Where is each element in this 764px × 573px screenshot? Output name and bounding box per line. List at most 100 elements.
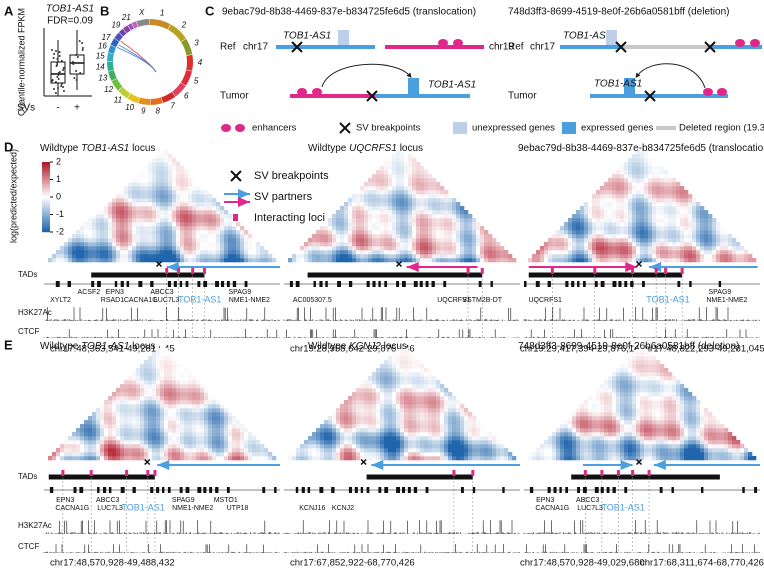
heat-cell <box>456 258 461 263</box>
heat-cell <box>308 448 313 453</box>
heat-cell <box>640 428 645 433</box>
heat-cell <box>196 206 201 211</box>
dot <box>57 74 60 76</box>
heat-cell <box>340 222 345 227</box>
heat-cell <box>600 218 605 223</box>
heat-cell <box>164 154 169 159</box>
heat-cell <box>556 428 561 433</box>
heat-cell <box>196 222 201 227</box>
heat-cell <box>512 456 517 461</box>
heat-cell <box>320 254 325 259</box>
title-part: Wildtype <box>40 341 81 352</box>
heat-cell <box>132 388 137 393</box>
heat-cell <box>324 448 329 453</box>
heat-cell <box>340 210 345 215</box>
heat-cell <box>412 444 417 449</box>
heat-cell <box>324 258 329 263</box>
heat-cell <box>328 420 333 425</box>
heat-cell <box>148 376 153 381</box>
heat-cell <box>352 202 357 207</box>
heat-cell <box>400 154 405 159</box>
heat-cell <box>316 246 321 251</box>
heat-cell <box>136 448 141 453</box>
heat-cell <box>108 432 113 437</box>
heat-cell <box>424 372 429 377</box>
heat-cell <box>128 452 133 457</box>
heat-cell <box>688 440 693 445</box>
heat-cell <box>628 206 633 211</box>
heat-cell <box>180 250 185 255</box>
heat-cell <box>208 198 213 203</box>
heat-cell <box>112 412 117 417</box>
heat-cell <box>216 234 221 239</box>
heat-cell <box>148 452 153 457</box>
heat-cell <box>356 448 361 453</box>
heat-cell <box>372 448 377 453</box>
heat-cell <box>220 230 225 235</box>
heat-cell <box>732 448 737 453</box>
heat-cell <box>304 452 309 457</box>
heat-cell <box>476 258 481 263</box>
heat-cell <box>340 238 345 243</box>
heat-cell <box>664 452 669 457</box>
heat-cell <box>452 428 457 433</box>
heat-cell <box>168 352 173 357</box>
heat-cell <box>384 238 389 243</box>
heat-cell <box>384 170 389 175</box>
heat-cell <box>304 444 309 449</box>
heat-cell <box>444 218 449 223</box>
heat-cell <box>408 440 413 445</box>
heat-cell <box>656 186 661 191</box>
heat-cell <box>400 234 405 239</box>
heat-cell <box>100 424 105 429</box>
heat-cell <box>624 166 629 171</box>
heat-cell <box>424 218 429 223</box>
heat-cell <box>400 400 405 405</box>
heat-cell <box>152 448 157 453</box>
heat-cell <box>676 214 681 219</box>
heat-cell <box>192 194 197 199</box>
sv-breakpoint <box>644 90 656 102</box>
heat-cell <box>156 400 161 405</box>
heat-cell <box>216 404 221 409</box>
heat-cell <box>416 230 421 235</box>
heat-cell <box>672 198 677 203</box>
heat-cell <box>140 202 145 207</box>
heat-cell <box>356 210 361 215</box>
heat-cell <box>564 432 569 437</box>
heat-cell <box>628 178 633 183</box>
heat-cell <box>156 218 161 223</box>
heat-cell <box>320 436 325 441</box>
gene-model <box>402 281 406 287</box>
heat-cell <box>176 206 181 211</box>
heat-cell <box>320 444 325 449</box>
heat-cell <box>600 222 605 227</box>
heat-cell <box>452 202 457 207</box>
heat-cell <box>336 210 341 215</box>
heat-cell <box>68 444 73 449</box>
heat-cell <box>152 388 157 393</box>
heat-cell <box>420 182 425 187</box>
heat-cell <box>108 416 113 421</box>
heat-cell <box>644 206 649 211</box>
heat-cell <box>208 396 213 401</box>
heat-cell <box>648 444 653 449</box>
heat-cell <box>404 246 409 251</box>
gene-model <box>295 281 300 287</box>
heat-cell <box>384 230 389 235</box>
heat-cell <box>64 250 69 255</box>
heat-cell <box>160 230 165 235</box>
chromosome-label: 5 <box>194 77 199 86</box>
heat-cell <box>248 246 253 251</box>
heat-cell <box>572 440 577 445</box>
heat-cell <box>632 432 637 437</box>
heat-cell <box>448 432 453 437</box>
heat-cell <box>412 254 417 259</box>
heat-cell <box>648 234 653 239</box>
heat-cell <box>124 380 129 385</box>
heat-cell <box>196 420 201 425</box>
heat-cell <box>360 258 365 263</box>
heat-cell <box>568 246 573 251</box>
heat-cell <box>460 448 465 453</box>
heat-cell <box>428 202 433 207</box>
